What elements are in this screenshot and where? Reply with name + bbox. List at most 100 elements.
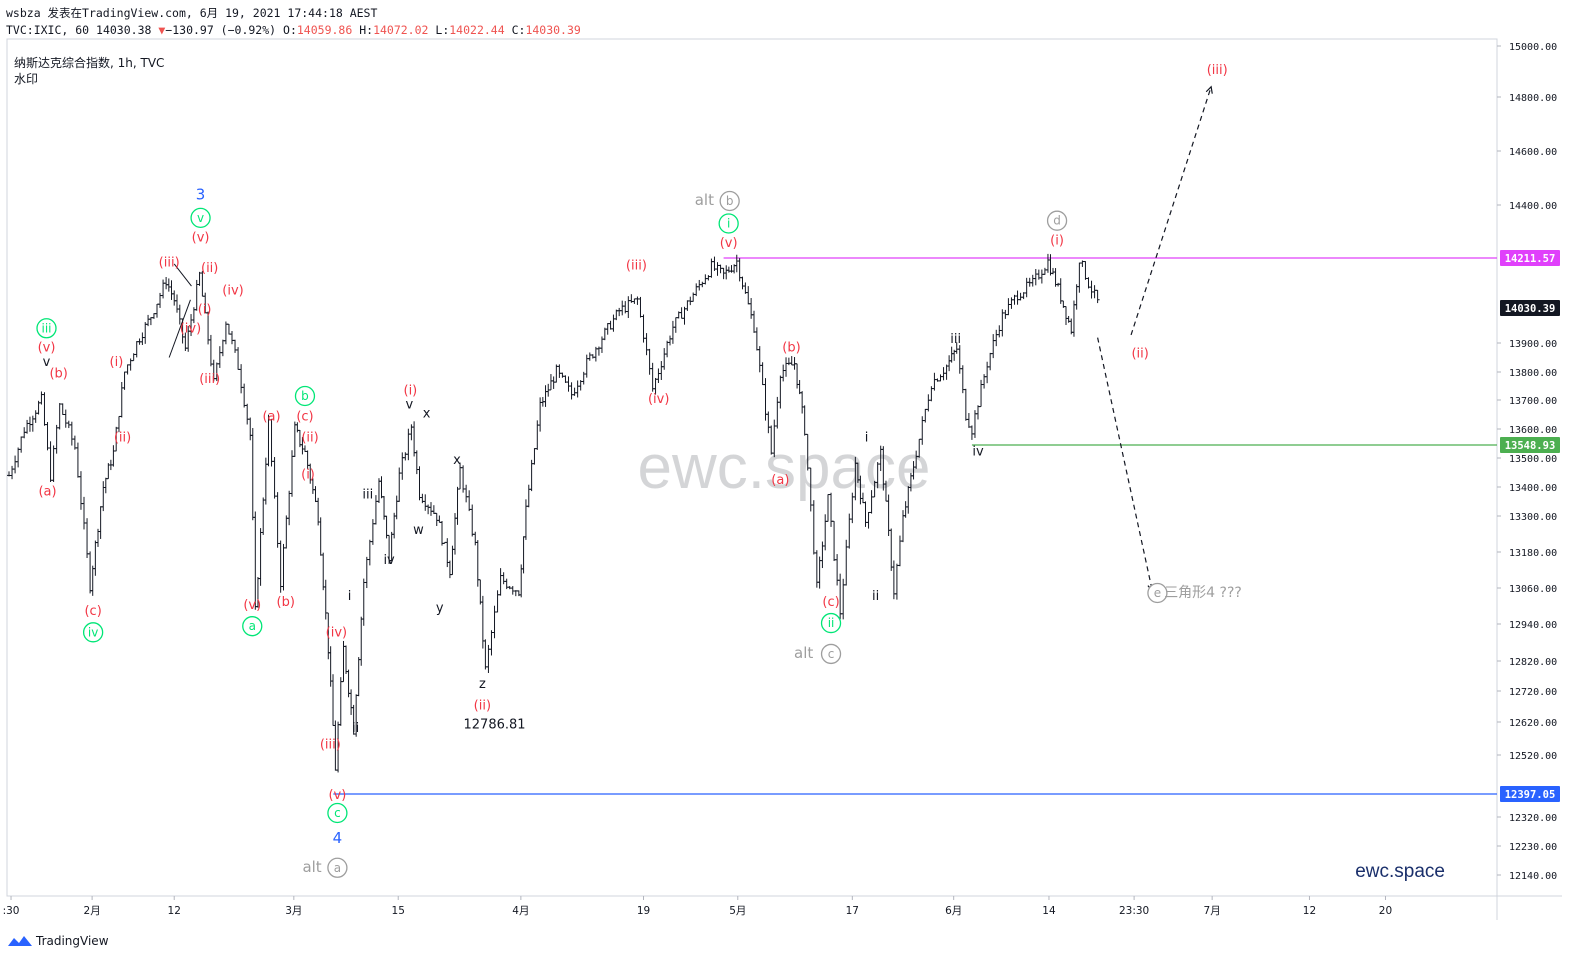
wave-label: x — [453, 453, 461, 468]
wave-label-text: ii — [828, 616, 835, 630]
label-circle — [82, 622, 104, 643]
price-change: −130.97 (−0.92%) — [165, 23, 277, 37]
wave-circle-label: c — [820, 643, 842, 665]
wave-label: y — [436, 601, 444, 616]
price-tag-label: 14211.57 — [1505, 253, 1556, 265]
wave-label: i — [865, 431, 869, 446]
wave-label: ii — [872, 589, 879, 604]
wave-label: (iii) — [626, 258, 647, 273]
wave-label: (v) — [38, 341, 56, 356]
wave-label-text: iii — [41, 321, 51, 335]
price-tag-label: 14030.39 — [1505, 303, 1556, 315]
wave-label: (ii) — [301, 431, 318, 446]
wave-label: (ii) — [114, 431, 131, 446]
time-tick-label: 17 — [846, 905, 859, 917]
wave-circle-label: v — [190, 207, 211, 229]
price-tick-label: 13180.00 — [1509, 548, 1557, 559]
projection-path — [1130, 86, 1212, 336]
last-price: 14030.38 — [96, 23, 152, 37]
price-tag: 14211.57 — [1500, 250, 1560, 266]
low-value: 14022.44 — [449, 23, 505, 37]
wave-label: (i) — [301, 467, 315, 482]
label-circle — [190, 207, 211, 229]
wave-label: (b) — [277, 595, 295, 610]
price-tag: 13548.93 — [1500, 437, 1560, 453]
wave-label: (v) — [243, 598, 261, 613]
price-tick-label: 13900.00 — [1509, 339, 1557, 350]
time-tick-label: 20 — [1379, 905, 1392, 917]
corner-watermark: ewc.space — [1355, 861, 1445, 882]
wave-label: alt — [695, 191, 714, 209]
symbol-name: TVC:IXIC, 60 — [6, 23, 90, 37]
price-tick-label: 13500.00 — [1509, 454, 1557, 465]
price-tag-box — [1500, 300, 1560, 316]
time-tick-label: 12 — [1303, 905, 1316, 917]
wave-label-text: e — [1154, 586, 1161, 600]
tradingview-footer[interactable]: TradingView — [8, 934, 109, 948]
wave-label: (iv) — [180, 321, 201, 336]
plot-area[interactable] — [6, 38, 1498, 897]
wave-label: (v) — [328, 788, 346, 803]
wave-label: (i) — [1050, 233, 1064, 248]
wave-label: v — [43, 355, 51, 370]
wave-label: (a) — [38, 485, 56, 500]
wave-label: (iii) — [1207, 63, 1228, 78]
price-tick-label: 13700.00 — [1509, 396, 1557, 407]
wave-label: (c) — [296, 409, 313, 424]
price-tick-label: 12620.00 — [1509, 718, 1557, 729]
time-axis[interactable]: :30 2月 12 3月 15 4月 19 5月 17 6月 14 23:30 7月 12 20 — [3, 896, 1393, 917]
wave-label: (a) — [262, 409, 280, 424]
high-value: 14072.02 — [373, 23, 429, 37]
wave-circle-label: b — [294, 385, 316, 407]
price-tick-label: 14400.00 — [1509, 201, 1557, 212]
close-value: 14030.39 — [525, 23, 581, 37]
symbol-ohlc-line: TVC:IXIC, 60 14030.38 ▼−130.97 (−0.92%) … — [6, 23, 581, 37]
wave-label: (i) — [110, 355, 124, 370]
triangle-trendline — [173, 263, 192, 287]
price-tick-label: 15000.00 — [1509, 42, 1557, 53]
wave-label: x — [423, 406, 431, 421]
price-tag-box — [1500, 786, 1560, 802]
wave-label: (iv) — [326, 625, 347, 640]
wave-label-text: c — [334, 806, 341, 820]
wave-label: (a) — [771, 473, 789, 488]
price-tick-label: 13600.00 — [1509, 425, 1557, 436]
wave-label-text: c — [828, 647, 835, 661]
wave-label: ii — [352, 721, 359, 736]
wave-label: (b) — [49, 367, 67, 382]
time-tick-label: 3月 — [285, 905, 302, 917]
time-tick-label: 19 — [637, 905, 650, 917]
wave-label-text: b — [301, 389, 309, 403]
price-tag: 14030.39 — [1500, 300, 1560, 316]
ohlc-bar — [1095, 289, 1100, 304]
tradingview-logo-icon — [8, 936, 32, 946]
wave-label: (ii) — [474, 699, 491, 714]
price-tick-label: 13400.00 — [1509, 483, 1557, 494]
price-tick-label: 13800.00 — [1509, 368, 1557, 379]
tradingview-brand: TradingView — [36, 934, 109, 948]
series-legend[interactable]: 纳斯达克综合指数, 1h, TVC — [14, 56, 165, 70]
wave-circle-label: c — [327, 802, 348, 824]
ohlc-bars — [7, 253, 1100, 773]
wave-label-text: b — [726, 194, 734, 208]
wave-label: (i) — [404, 383, 418, 398]
watermark-legend[interactable]: 水印 — [14, 72, 39, 86]
wave-label: (v) — [720, 236, 738, 251]
wave-label: (v) — [192, 231, 210, 246]
wave-label: iv — [972, 444, 984, 459]
wave-label-text: a — [334, 861, 341, 875]
time-tick-label: 23:30 — [1119, 905, 1149, 917]
time-tick-label: :30 — [3, 905, 20, 917]
time-tick-label: 12 — [168, 905, 181, 917]
wave-label: (c) — [822, 595, 839, 610]
price-tag-label: 13548.93 — [1505, 440, 1556, 452]
wave-annotations: 3v(v)(iii) (ii)(iv)(i)(iv)(iii)iii(v)v(b)… — [36, 63, 1242, 878]
price-axis[interactable]: 15000.00 14800.00 14600.00 14400.00 13900.00… — [1497, 42, 1560, 882]
wave-circle-label: b — [719, 190, 740, 212]
label-circle — [1147, 582, 1168, 604]
price-tick-label: 13060.00 — [1509, 584, 1557, 595]
price-tick-label: 12140.00 — [1509, 871, 1557, 882]
wave-label: (iv) — [222, 283, 243, 298]
publish-info: wsbza 发表在TradingView.com, 6月 19, 2021 17… — [6, 5, 377, 21]
